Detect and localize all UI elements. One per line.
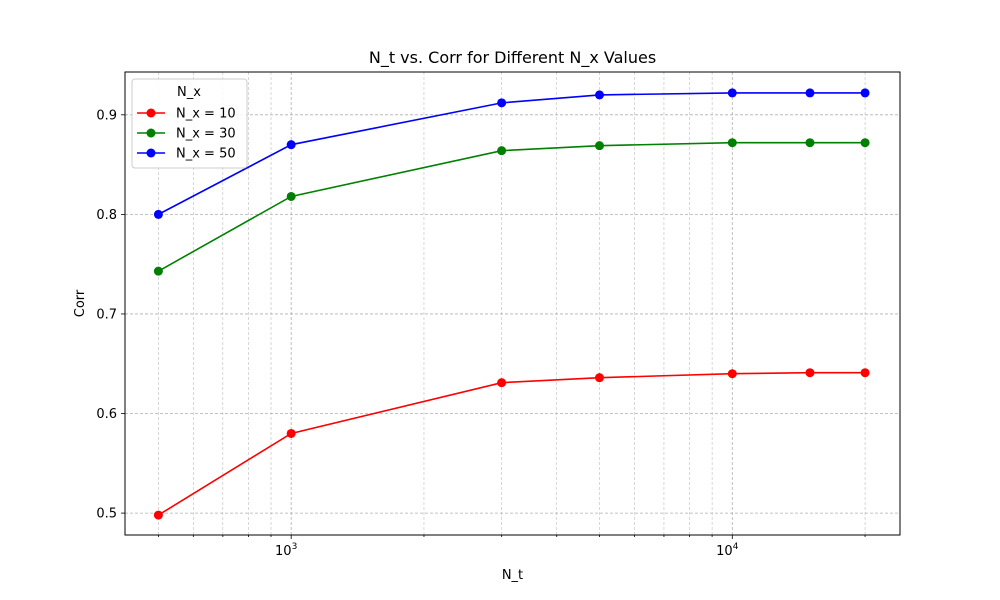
series-group — [153, 88, 870, 520]
legend: N_x N_x = 10 N_x = 30 N_x = 50 — [131, 78, 248, 169]
x-tick-label: 104 — [716, 542, 739, 559]
data-point — [860, 88, 870, 98]
data-point — [153, 266, 163, 276]
legend-entry: N_x = 50 — [137, 147, 236, 162]
legend-marker — [146, 108, 156, 118]
data-point — [497, 378, 507, 388]
y-tick-label: 0.9 — [96, 108, 117, 123]
legend-label: N_x = 50 — [176, 147, 236, 162]
data-point — [497, 98, 507, 108]
series-3 — [153, 88, 870, 219]
legend-box — [131, 78, 248, 169]
data-point — [727, 369, 737, 379]
data-point — [727, 138, 737, 148]
legend-label: N_x = 30 — [176, 127, 236, 142]
data-point — [727, 88, 737, 98]
chart-title: N_t vs. Corr for Different N_x Values — [369, 48, 656, 68]
series-2 — [153, 138, 870, 276]
data-point — [805, 368, 815, 378]
data-point — [286, 428, 296, 438]
series-1 — [153, 368, 870, 520]
data-point — [860, 138, 870, 148]
legend-marker — [146, 148, 156, 158]
data-point — [595, 141, 605, 151]
y-tick-label: 0.6 — [96, 407, 117, 422]
x-axis-label: N_t — [502, 568, 523, 583]
plot-frame — [124, 71, 901, 536]
data-point — [286, 140, 296, 150]
y-tick-label: 0.8 — [96, 208, 117, 223]
legend-entries: N_x = 10 N_x = 30 N_x = 50 — [137, 107, 236, 162]
ticks: 103 104 0.5 0.6 0.7 0.8 0.9 — [96, 108, 866, 559]
y-tick-label: 0.7 — [96, 307, 117, 322]
y-axis-label: Corr — [73, 289, 88, 317]
legend-entry: N_x = 10 — [137, 107, 236, 122]
legend-label: N_x = 10 — [176, 107, 236, 122]
data-point — [595, 373, 605, 383]
data-point — [805, 138, 815, 148]
x-tick-label: 103 — [275, 542, 297, 559]
legend-entry: N_x = 30 — [137, 127, 236, 142]
data-point — [805, 88, 815, 98]
data-point — [497, 146, 507, 156]
data-point — [286, 191, 296, 201]
data-point — [595, 90, 605, 100]
data-point — [153, 510, 163, 520]
data-point — [860, 368, 870, 378]
legend-title: N_x — [177, 85, 201, 100]
data-point — [153, 209, 163, 219]
legend-marker — [146, 128, 156, 138]
y-tick-label: 0.5 — [96, 507, 117, 522]
